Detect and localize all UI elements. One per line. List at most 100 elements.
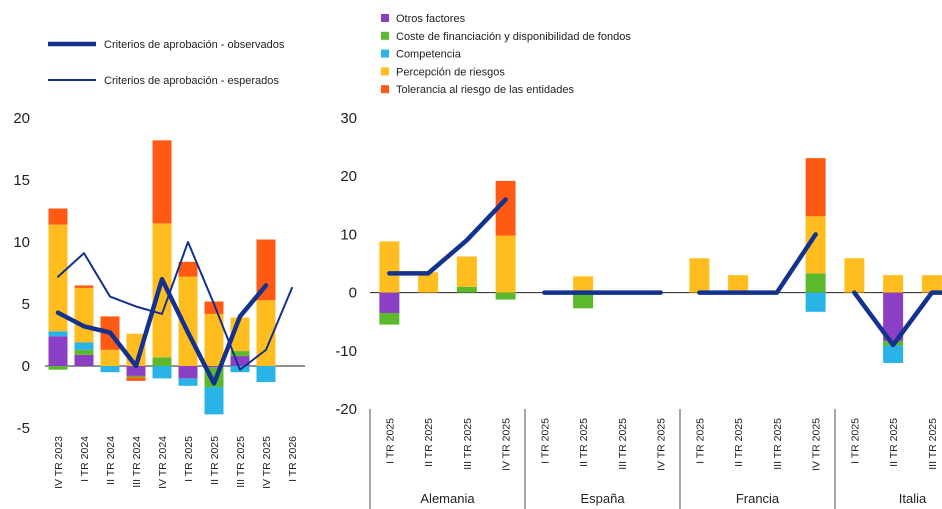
left-x-tick-label: I TR 2024 bbox=[79, 436, 91, 482]
right-bar-Francia-3-percepcion bbox=[805, 216, 826, 274]
right-x-tick-label: I TR 2025 bbox=[849, 418, 861, 464]
right-bar-Italia-0-percepcion bbox=[844, 258, 865, 293]
left-bar-0-tolerancia bbox=[48, 208, 68, 225]
right-y-tick-label: 30 bbox=[340, 110, 357, 127]
left-bar-2-competencia bbox=[100, 366, 120, 373]
right-bar-Francia-1-percepcion bbox=[728, 275, 749, 293]
left-bar-4-percepcion bbox=[152, 223, 172, 358]
left-bar-6-competencia bbox=[204, 387, 224, 415]
left-bar-1-coste bbox=[74, 349, 94, 355]
left-y-tick-label: 15 bbox=[13, 172, 30, 189]
right-bar-Francia-0-percepcion bbox=[689, 258, 710, 293]
left-bar-8-percepcion bbox=[256, 300, 276, 366]
legend-swatch-otros bbox=[381, 14, 389, 22]
left-bar-5-competencia bbox=[178, 378, 198, 386]
right-bar-España-1-coste bbox=[573, 292, 594, 309]
right-x-tick-label: I TR 2025 bbox=[539, 418, 551, 464]
left-bar-4-tolerancia bbox=[152, 140, 172, 224]
left-y-tick-label: 10 bbox=[13, 234, 30, 251]
legend-swatch-coste bbox=[381, 31, 389, 40]
legend-swatch-tolerancia bbox=[381, 85, 389, 94]
left-x-tick-label: IV TR 2024 bbox=[157, 436, 169, 489]
left-x-tick-label: IV TR 2023 bbox=[53, 436, 65, 489]
left-x-tick-label: III TR 2024 bbox=[131, 436, 143, 488]
right-x-tick-label: II TR 2025 bbox=[888, 418, 900, 467]
left-x-tick-label: I TR 2025 bbox=[183, 436, 195, 482]
legend-label-tolerancia: Tolerancia al riesgo de las entidades bbox=[396, 84, 574, 96]
left-chart: 20 15 10 5 0 -5 IV TR 2023 I TR 2024 II TR 2024 I… bbox=[13, 110, 305, 489]
right-y-tick-label: 10 bbox=[340, 226, 357, 243]
right-x-tick-label: III TR 2025 bbox=[927, 418, 939, 470]
right-x-tick-label: IV TR 2025 bbox=[811, 418, 823, 471]
right-x-tick-label: III TR 2025 bbox=[617, 418, 629, 470]
left-y-tick-label: 0 bbox=[22, 358, 30, 375]
left-line-expected bbox=[57, 241, 293, 371]
right-y-tick-label: -20 bbox=[335, 401, 357, 418]
left-x-tick-label: II TR 2025 bbox=[209, 436, 221, 485]
right-chart: 30 20 10 0 -10 -20 I TR 2025 II TR 2025 III TR 2… bbox=[335, 110, 942, 509]
right-bar-Alemania-1-percepcion bbox=[418, 272, 439, 293]
left-bar-7-coste bbox=[230, 351, 250, 357]
left-x-tick-label: II TR 2024 bbox=[105, 436, 117, 485]
right-bar-Alemania-0-otros bbox=[379, 292, 400, 313]
right-x-tick-label: I TR 2025 bbox=[694, 418, 706, 464]
right-bar-Italia-1-otros bbox=[883, 292, 904, 341]
left-bar-6-percepcion bbox=[204, 313, 224, 366]
left-bar-3-coste bbox=[126, 375, 146, 378]
left-bar-4-competencia bbox=[152, 366, 172, 379]
legend-label-observed: Criterios de aprobación - observados bbox=[104, 39, 285, 51]
legend-label-coste: Coste de financiación y disponibilidad d… bbox=[396, 31, 631, 43]
left-line-observed bbox=[55, 276, 269, 386]
right-y-tick-label: -10 bbox=[335, 343, 357, 360]
legend-swatch-percepcion bbox=[381, 67, 389, 76]
right-bar-Alemania-3-coste bbox=[495, 292, 516, 300]
right-x-tick-label: II TR 2025 bbox=[733, 418, 745, 467]
left-y-tick-label: 5 bbox=[22, 296, 30, 313]
left-x-tick-label: III TR 2025 bbox=[235, 436, 247, 488]
right-x-tick-label: III TR 2025 bbox=[462, 418, 474, 470]
left-bar-8-competencia bbox=[256, 366, 276, 383]
group-label-Alemania: Alemania bbox=[420, 491, 475, 506]
legend-left: Criterios de aprobación - observados Crit… bbox=[48, 39, 285, 87]
left-y-tick-label: -5 bbox=[17, 420, 30, 437]
right-bar-Italia-1-percepcion bbox=[883, 275, 904, 293]
right-bar-Alemania-0-coste bbox=[379, 312, 400, 325]
left-bar-8-tolerancia bbox=[256, 239, 276, 301]
left-x-tick-label: IV TR 2025 bbox=[261, 436, 273, 489]
right-x-tick-label: II TR 2025 bbox=[578, 418, 590, 467]
right-x-tick-label: III TR 2025 bbox=[772, 418, 784, 470]
right-line-observed-Francia bbox=[697, 232, 818, 295]
right-x-tick-label: IV TR 2025 bbox=[501, 418, 513, 471]
right-x-tick-label: IV TR 2025 bbox=[656, 418, 668, 471]
right-bar-Italia-2-percepcion bbox=[921, 275, 942, 293]
left-x-tick-label: I TR 2026 bbox=[287, 436, 299, 482]
left-bar-1-competencia bbox=[74, 342, 94, 350]
left-bar-3-otros bbox=[126, 366, 146, 376]
left-bar-3-tolerancia bbox=[126, 377, 146, 381]
left-bar-1-otros bbox=[74, 354, 94, 366]
left-bar-6-otros bbox=[204, 366, 224, 368]
right-y-tick-label: 20 bbox=[340, 168, 357, 185]
left-bar-6-tolerancia bbox=[204, 301, 224, 314]
left-bar-5-otros bbox=[178, 366, 198, 379]
right-line-observed-Alemania bbox=[387, 197, 508, 276]
left-bar-1-percepcion bbox=[74, 287, 94, 343]
left-bar-4-coste bbox=[152, 357, 172, 366]
right-bar-Francia-3-coste bbox=[805, 273, 826, 293]
group-label-España: España bbox=[580, 491, 625, 506]
right-bar-España-1-percepcion bbox=[573, 276, 594, 293]
left-bar-5-tolerancia bbox=[178, 261, 198, 277]
left-bar-0-otros bbox=[48, 336, 68, 366]
right-bar-Francia-3-tolerancia bbox=[805, 158, 826, 217]
legend-swatch-competencia bbox=[381, 49, 389, 58]
left-bar-0-percepcion bbox=[48, 224, 68, 332]
left-bar-1-tolerancia bbox=[74, 285, 94, 288]
legend-right: Otros factores Coste de financiación y di… bbox=[381, 13, 631, 96]
legend-label-otros: Otros factores bbox=[396, 13, 466, 25]
legend-label-competencia: Competencia bbox=[396, 49, 462, 61]
right-bar-Francia-3-competencia bbox=[805, 292, 826, 312]
group-label-Italia: Italia bbox=[899, 491, 927, 506]
right-bar-Alemania-2-percepcion bbox=[456, 256, 477, 287]
left-y-tick-label: 20 bbox=[13, 110, 30, 127]
